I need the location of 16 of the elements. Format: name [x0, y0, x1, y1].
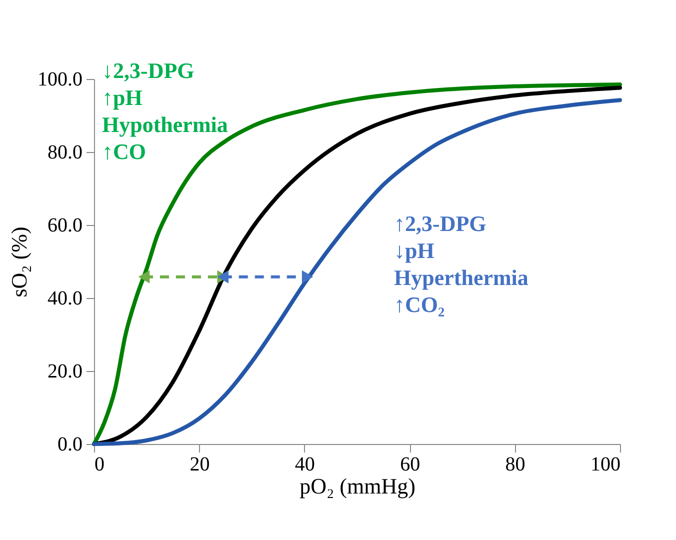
x-tick-label: 40	[294, 454, 315, 476]
annotation: ↑2,3-DPG ↓pH Hyperthermia ↑CO₂	[394, 211, 528, 317]
y-tick-label: 80.0	[48, 142, 82, 164]
x-tick-label: 20	[190, 454, 210, 476]
y-axis-title: sO₂ (%)	[6, 226, 32, 298]
y-tick-label: 0.0	[58, 434, 82, 456]
x-axis-title: pO₂ (mmHg)	[300, 474, 416, 498]
annotation: ↓2,3-DPG ↑pH Hypothermia ↑CO	[102, 58, 228, 164]
y-tick-label: 40.0	[48, 288, 82, 310]
x-tick-label: 80	[505, 454, 526, 476]
x-tick-label: 0	[94, 454, 104, 476]
x-tick-label: 100	[590, 454, 620, 476]
y-tick-label: 100.0	[38, 68, 82, 90]
y-tick-label: 60.0	[48, 214, 82, 236]
x-tick-label: 60	[400, 454, 420, 476]
y-tick-label: 20.0	[48, 360, 82, 382]
